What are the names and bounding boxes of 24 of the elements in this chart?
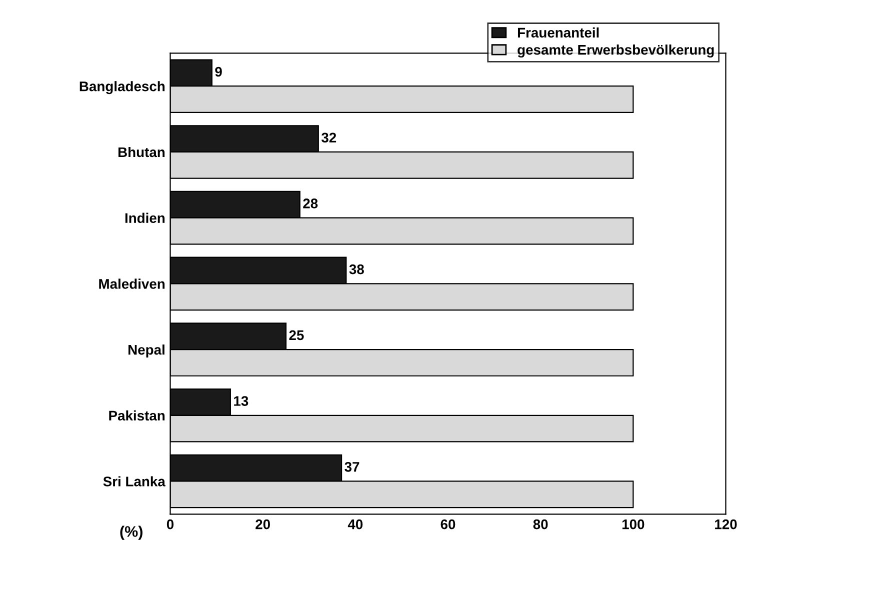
x-tick-label: 60 bbox=[440, 519, 456, 530]
y-tick-label: Pakistan bbox=[109, 410, 165, 421]
data-label: 28 bbox=[303, 198, 318, 208]
y-tick-label: Nepal bbox=[128, 344, 164, 358]
y-tick-label: Indien bbox=[125, 212, 165, 223]
x-axis-title: (%) bbox=[120, 526, 142, 540]
x-tick-label: 120 bbox=[715, 519, 737, 530]
legend-label: gesamte Erwerbsbevölkerung bbox=[518, 44, 714, 58]
data-label: 9 bbox=[215, 66, 222, 77]
data-label: 38 bbox=[349, 264, 364, 274]
y-tick-label: Sri Lanka bbox=[103, 476, 166, 486]
y-tick-label: Malediven bbox=[99, 278, 165, 289]
x-tick-label: 40 bbox=[348, 519, 363, 530]
x-tick-label: 20 bbox=[256, 519, 270, 530]
x-tick-label: 0 bbox=[166, 519, 174, 530]
data-label: 13 bbox=[234, 396, 248, 406]
y-tick-label: Bangladesch bbox=[80, 81, 165, 94]
data-label: 32 bbox=[321, 132, 336, 143]
data-label: 37 bbox=[344, 462, 360, 472]
legend-label: Frauenanteil bbox=[518, 27, 599, 38]
data-label: 25 bbox=[289, 330, 304, 340]
x-tick-label: 80 bbox=[533, 519, 548, 530]
x-tick-label: 100 bbox=[622, 519, 644, 530]
y-tick-label: Bhutan bbox=[118, 146, 165, 158]
